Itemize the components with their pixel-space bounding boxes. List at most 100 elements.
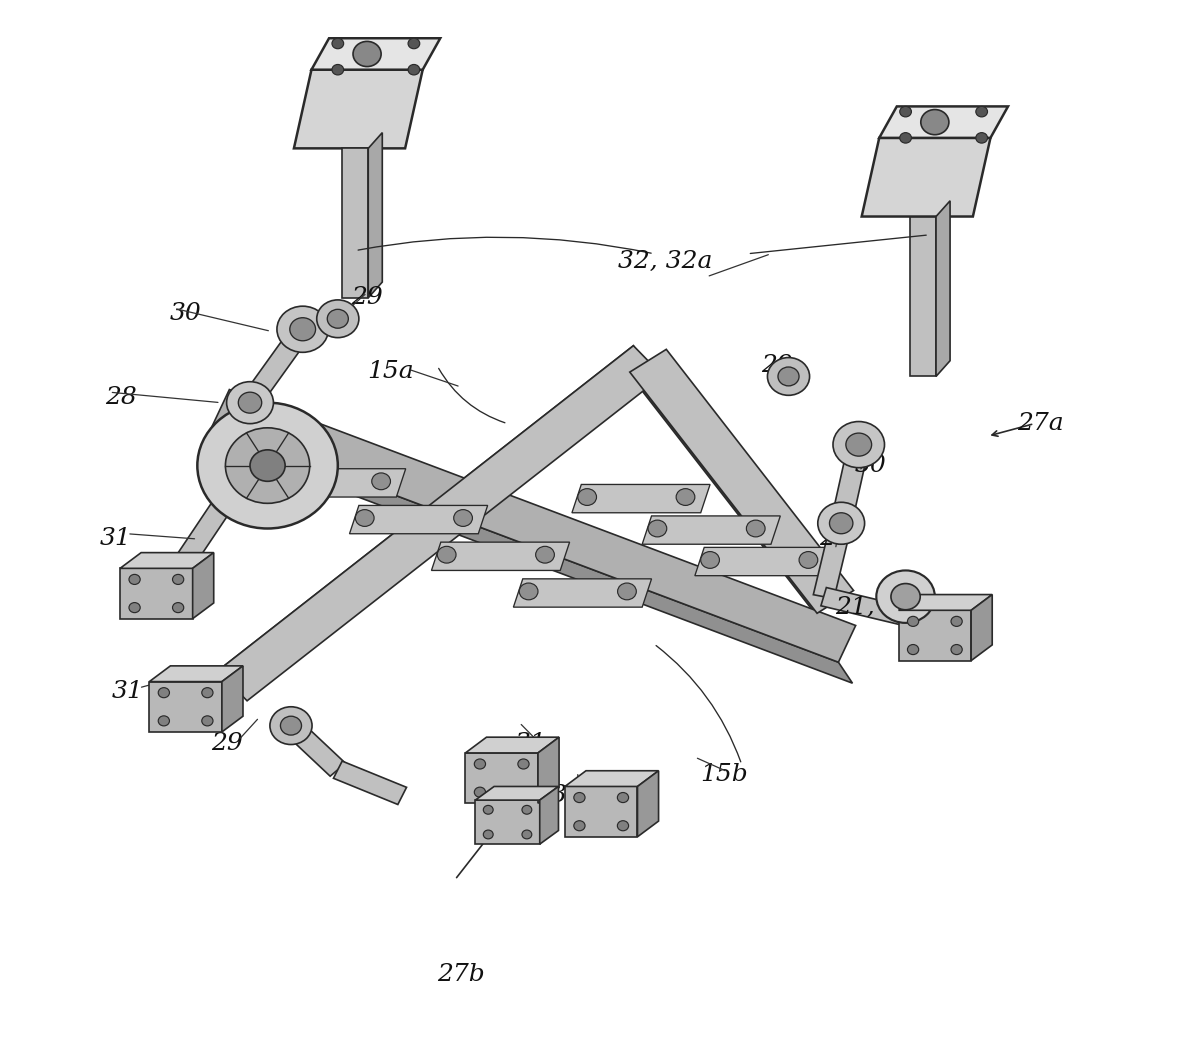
Text: 30: 30 — [170, 302, 202, 324]
Polygon shape — [342, 148, 368, 298]
Polygon shape — [218, 346, 647, 691]
Circle shape — [518, 759, 529, 769]
Polygon shape — [694, 548, 834, 576]
Polygon shape — [212, 426, 852, 683]
Circle shape — [522, 830, 532, 839]
Circle shape — [202, 688, 213, 698]
Polygon shape — [218, 346, 663, 701]
Polygon shape — [192, 553, 213, 618]
Circle shape — [270, 707, 312, 744]
Polygon shape — [368, 132, 382, 298]
Circle shape — [818, 502, 864, 544]
Circle shape — [202, 716, 213, 726]
Polygon shape — [475, 786, 559, 800]
Circle shape — [317, 300, 358, 337]
Circle shape — [474, 787, 486, 797]
Polygon shape — [540, 786, 559, 845]
Circle shape — [830, 513, 852, 534]
Text: 30: 30 — [551, 784, 582, 808]
Circle shape — [574, 793, 585, 802]
Text: 30: 30 — [855, 455, 887, 477]
Circle shape — [578, 488, 597, 505]
Circle shape — [454, 509, 473, 526]
Circle shape — [921, 110, 949, 134]
Circle shape — [172, 574, 184, 585]
Circle shape — [618, 583, 637, 599]
Polygon shape — [120, 569, 192, 618]
Circle shape — [158, 716, 170, 726]
Polygon shape — [643, 516, 780, 544]
Polygon shape — [268, 468, 406, 497]
Circle shape — [891, 583, 921, 610]
Circle shape — [746, 520, 765, 537]
Circle shape — [277, 307, 329, 352]
Circle shape — [900, 107, 911, 117]
Circle shape — [908, 645, 918, 654]
Polygon shape — [177, 477, 248, 564]
Circle shape — [408, 64, 420, 75]
Text: 31: 31 — [99, 527, 131, 551]
Polygon shape — [638, 771, 659, 837]
Circle shape — [519, 583, 538, 599]
Polygon shape — [228, 402, 261, 483]
Text: 28: 28 — [105, 386, 137, 409]
Circle shape — [834, 422, 884, 467]
Polygon shape — [898, 610, 971, 661]
Text: 21, 21a: 21, 21a — [835, 596, 929, 618]
Polygon shape — [565, 786, 638, 837]
Circle shape — [518, 787, 529, 797]
Polygon shape — [821, 588, 914, 627]
Circle shape — [900, 132, 911, 143]
Circle shape — [355, 509, 374, 526]
Circle shape — [226, 382, 274, 424]
Circle shape — [238, 392, 262, 413]
Circle shape — [274, 472, 292, 489]
Polygon shape — [212, 390, 856, 663]
Circle shape — [522, 805, 532, 814]
Polygon shape — [538, 737, 559, 803]
Text: 29: 29 — [760, 354, 792, 377]
Circle shape — [129, 602, 140, 613]
Text: 31: 31 — [111, 680, 143, 703]
Circle shape — [408, 38, 420, 49]
Circle shape — [290, 318, 316, 340]
Circle shape — [951, 645, 962, 654]
Polygon shape — [572, 484, 710, 513]
Circle shape — [281, 717, 302, 735]
Circle shape — [908, 616, 918, 627]
Polygon shape — [294, 70, 423, 148]
Circle shape — [250, 450, 285, 481]
Polygon shape — [222, 666, 243, 731]
Text: 29: 29 — [211, 733, 243, 755]
Circle shape — [676, 488, 694, 505]
Text: 27b: 27b — [437, 963, 485, 986]
Text: 31: 31 — [515, 733, 547, 755]
Circle shape — [197, 403, 338, 528]
Circle shape — [328, 310, 348, 329]
Polygon shape — [242, 324, 311, 408]
Polygon shape — [862, 137, 990, 217]
Circle shape — [778, 367, 799, 386]
Circle shape — [332, 64, 343, 75]
Polygon shape — [630, 349, 854, 613]
Circle shape — [845, 433, 871, 457]
Circle shape — [483, 830, 493, 839]
Circle shape — [172, 602, 184, 613]
Polygon shape — [513, 579, 652, 607]
Circle shape — [799, 552, 818, 569]
Polygon shape — [466, 753, 538, 803]
Circle shape — [474, 759, 486, 769]
Circle shape — [876, 571, 935, 623]
Polygon shape — [565, 771, 659, 786]
Circle shape — [976, 132, 988, 143]
Polygon shape — [936, 201, 950, 376]
Circle shape — [129, 574, 140, 585]
Polygon shape — [880, 107, 1008, 137]
Circle shape — [618, 793, 628, 802]
Circle shape — [483, 805, 493, 814]
Polygon shape — [466, 737, 559, 753]
Circle shape — [768, 357, 810, 395]
Circle shape — [700, 552, 719, 569]
Polygon shape — [283, 719, 345, 776]
Polygon shape — [831, 443, 869, 525]
